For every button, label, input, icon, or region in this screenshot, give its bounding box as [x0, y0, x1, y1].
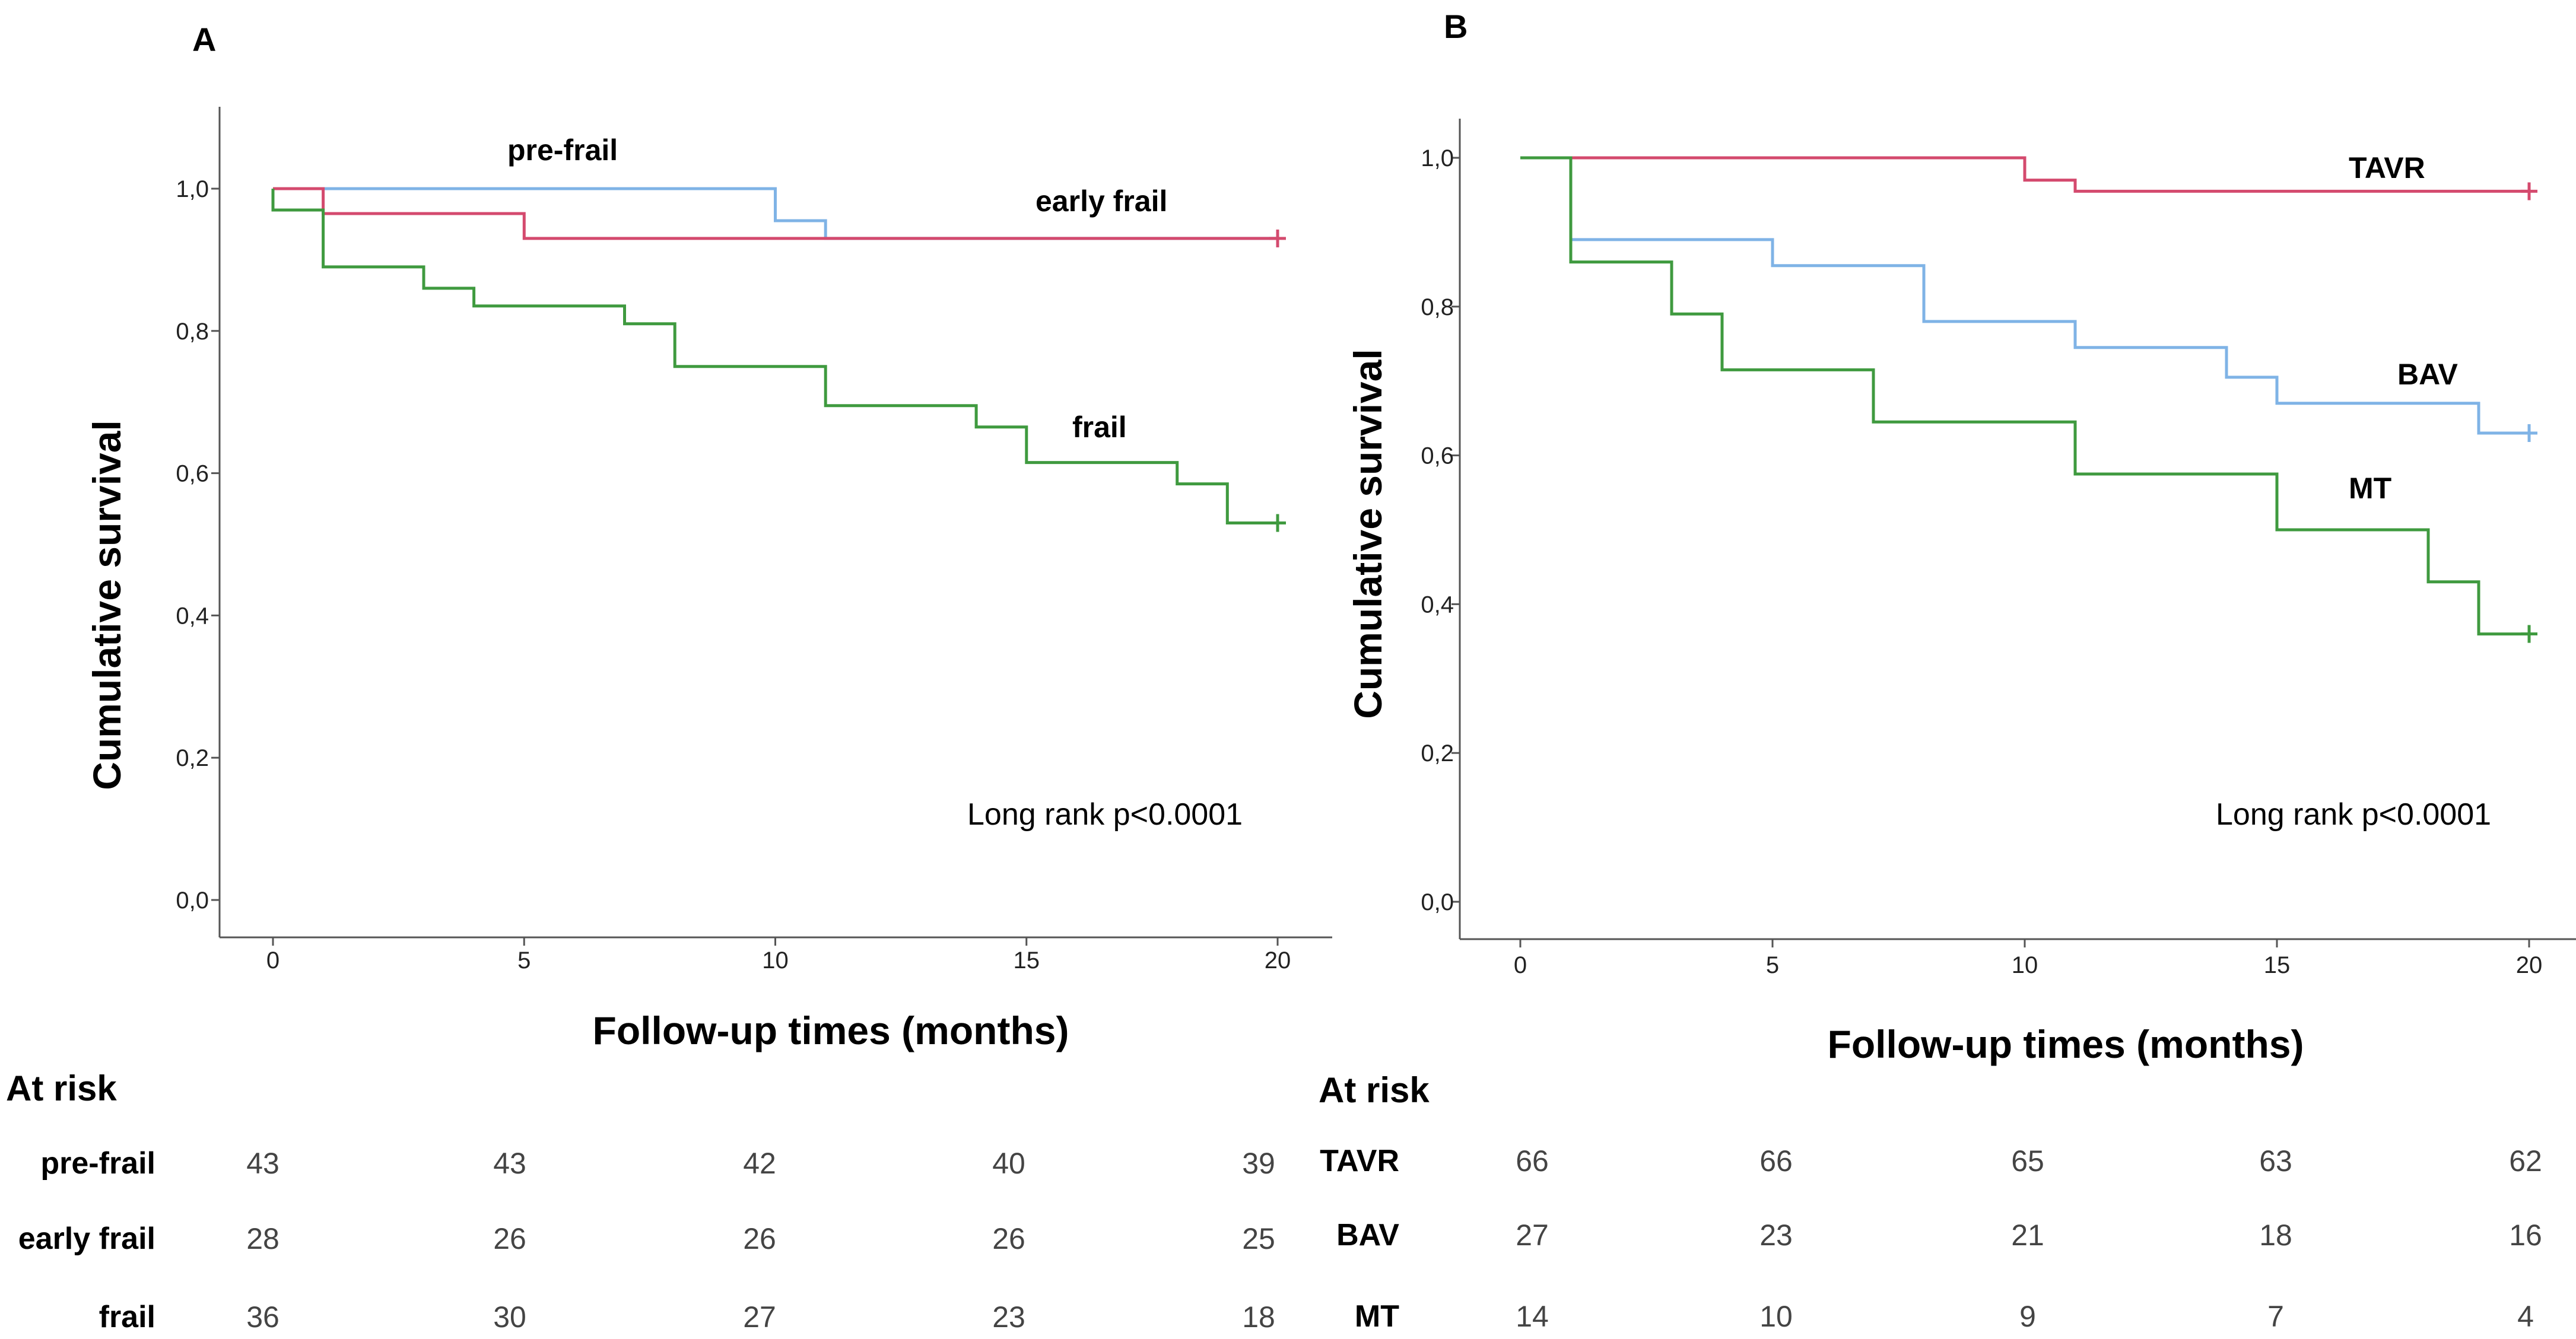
at-risk-value: 25 — [1242, 1222, 1275, 1255]
y-tick-label: 0,4 — [1421, 591, 1454, 618]
panel-b-label-mt: MT — [2349, 472, 2391, 505]
at-risk-value: 42 — [743, 1147, 776, 1180]
x-tick-label: 10 — [762, 947, 789, 974]
y-tick-label: 0,0 — [1421, 889, 1454, 915]
series-line-early-frail — [273, 187, 1278, 240]
y-tick-label: 0,6 — [1421, 443, 1454, 469]
panel-a-logrank-annotation: Long rank p<0.0001 — [967, 797, 1243, 832]
x-tick-label: 15 — [2264, 952, 2291, 978]
series-line-tavr — [1520, 156, 2529, 193]
x-tick-label: 20 — [2516, 952, 2543, 978]
censor-mark — [2521, 424, 2537, 442]
at-risk-value: 26 — [992, 1222, 1025, 1255]
panel-b-logrank-annotation: Long rank p<0.0001 — [2216, 797, 2491, 832]
panel-b-at-risk-table: At risk TAVR 66 66 65 63 62 BAV 27 23 21 18 16 MT 14 1… — [1319, 1070, 2542, 1334]
at-risk-row-label: BAV — [1336, 1218, 1399, 1252]
panel-a-label-early-frail: early frail — [1036, 185, 1167, 218]
at-risk-value: 23 — [992, 1300, 1025, 1334]
at-risk-value: 4 — [2517, 1300, 2534, 1333]
at-risk-row-label: MT — [1355, 1299, 1399, 1334]
at-risk-row-label: early frail — [18, 1222, 155, 1256]
series-line-frail — [271, 189, 1278, 524]
y-tick-label: 0,8 — [1421, 294, 1454, 320]
panel-b-label-bav: BAV — [2397, 358, 2459, 391]
at-risk-value: 9 — [2019, 1300, 2036, 1333]
panel-b-x-axis-title: Follow-up times (months) — [1828, 1022, 2304, 1066]
panel-a-label-pre-frail: pre-frail — [507, 133, 618, 167]
at-risk-value: 28 — [246, 1222, 279, 1255]
panel-b-y-axis-title: Cumulative survival — [1346, 349, 1390, 719]
y-tick-label: 0,6 — [176, 461, 209, 487]
at-risk-value: 18 — [1242, 1300, 1275, 1334]
at-risk-value: 26 — [493, 1222, 526, 1255]
x-tick-label: 15 — [1014, 947, 1040, 974]
series-line-mt — [1520, 156, 2529, 636]
at-risk-value: 14 — [1516, 1300, 1549, 1333]
panel-b-label-tavr: TAVR — [2349, 151, 2425, 185]
censor-mark — [1269, 514, 1286, 532]
at-risk-value: 65 — [2011, 1144, 2044, 1178]
at-risk-value: 39 — [1242, 1147, 1275, 1180]
at-risk-value: 21 — [2011, 1219, 2044, 1252]
censor-mark — [1269, 229, 1286, 247]
y-tick-label: 0,2 — [176, 745, 209, 771]
at-risk-value: 26 — [743, 1222, 776, 1255]
series-line-bav — [1520, 156, 2529, 435]
at-risk-row-label: frail — [99, 1300, 155, 1334]
at-risk-value: 10 — [1759, 1300, 1793, 1333]
x-tick-label: 10 — [2012, 952, 2038, 978]
censor-mark — [2521, 625, 2537, 643]
at-risk-value: 36 — [246, 1300, 279, 1334]
at-risk-value: 7 — [2267, 1300, 2284, 1333]
panel-b-plot: 0,0 0,2 0,4 0,6 0,8 1,0 0 5 10 15 20 — [1421, 119, 2576, 978]
x-tick-label: 5 — [1766, 952, 1779, 978]
at-risk-value: 66 — [1516, 1144, 1549, 1178]
at-risk-value: 63 — [2259, 1144, 2292, 1178]
panel-b-at-risk-title: At risk — [1319, 1070, 1430, 1110]
panel-a: A 0,0 0,2 0,4 0,6 0,8 1,0 0 5 10 15 20 Cumulative … — [6, 21, 1332, 1334]
y-tick-label: 0,4 — [176, 603, 209, 629]
x-tick-label: 20 — [1265, 947, 1291, 974]
panel-a-at-risk-title: At risk — [6, 1068, 117, 1108]
at-risk-value: 27 — [743, 1300, 776, 1334]
at-risk-value: 23 — [1759, 1219, 1793, 1252]
at-risk-value: 16 — [2509, 1219, 2542, 1252]
at-risk-value: 30 — [493, 1300, 526, 1334]
panel-a-at-risk-table: At risk pre-frail 43 43 42 40 39 early frail 28… — [6, 1068, 1275, 1334]
at-risk-value: 27 — [1516, 1219, 1549, 1252]
panel-a-plot: 0,0 0,2 0,4 0,6 0,8 1,0 0 5 10 15 20 — [176, 107, 1332, 974]
at-risk-value: 66 — [1759, 1144, 1793, 1178]
at-risk-value: 40 — [992, 1147, 1025, 1180]
y-tick-label: 1,0 — [1421, 145, 1454, 171]
x-tick-label: 5 — [517, 947, 531, 974]
at-risk-value: 43 — [493, 1147, 526, 1180]
at-risk-value: 18 — [2259, 1219, 2292, 1252]
y-tick-label: 0,8 — [176, 319, 209, 345]
at-risk-row-label: pre-frail — [40, 1146, 155, 1181]
at-risk-row-label: TAVR — [1320, 1144, 1399, 1178]
panel-a-x-axis-title: Follow-up times (months) — [593, 1009, 1069, 1052]
panel-b-letter: B — [1444, 8, 1468, 45]
at-risk-value: 62 — [2509, 1144, 2542, 1178]
censor-mark — [2521, 182, 2537, 201]
at-risk-value: 43 — [246, 1147, 279, 1180]
panel-b: B 0,0 0,2 0,4 0,6 0,8 1,0 0 5 10 15 20 Cumulative … — [1319, 8, 2576, 1334]
y-tick-label: 1,0 — [176, 176, 209, 202]
y-tick-label: 0,2 — [1421, 740, 1454, 766]
x-tick-label: 0 — [266, 947, 279, 974]
panel-a-label-frail: frail — [1072, 411, 1127, 444]
panel-a-y-axis-title: Cumulative survival — [85, 420, 129, 790]
panel-a-letter: A — [192, 21, 216, 58]
y-tick-label: 0,0 — [176, 888, 209, 914]
x-tick-label: 0 — [1514, 952, 1527, 978]
